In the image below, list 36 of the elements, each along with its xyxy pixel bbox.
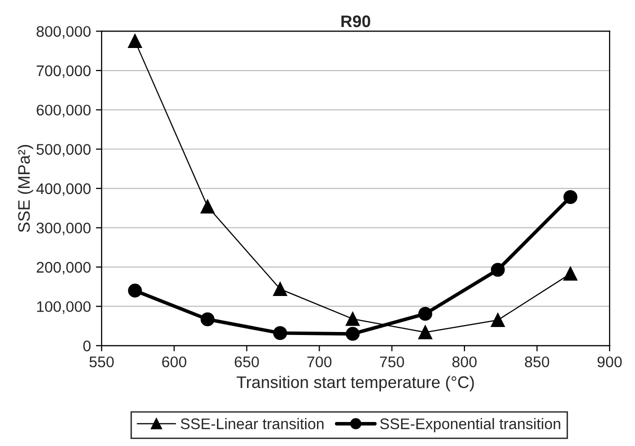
y-tick-label: 200,000 <box>36 262 91 275</box>
point <box>200 312 214 326</box>
y-axis-title: SSE (MPa²) <box>18 145 34 232</box>
x-tick-label: 550 <box>89 356 114 368</box>
x-axis-title: Transition start temperature (°C) <box>236 376 474 392</box>
y-tick-label: 0 <box>83 340 91 352</box>
y-tick-label: 600,000 <box>36 104 91 118</box>
point <box>346 312 360 326</box>
point <box>418 306 432 321</box>
y-tick-label: 100,000 <box>37 301 91 314</box>
point <box>273 326 288 340</box>
point <box>490 262 505 277</box>
point <box>200 200 214 214</box>
point <box>418 325 432 340</box>
y-tick-label: 800,000 <box>36 26 91 39</box>
legend-label: SSE-Linear transition <box>180 418 324 430</box>
point <box>273 282 288 296</box>
y-tick-label: 300,000 <box>36 222 91 236</box>
y-tick-label: 700,000 <box>36 65 91 78</box>
x-tick-label: 750 <box>380 356 404 368</box>
point <box>563 266 578 281</box>
x-tick-label: 800 <box>452 356 477 368</box>
x-tick-label: 900 <box>598 356 622 368</box>
x-tick-label: 850 <box>524 356 550 368</box>
point <box>563 190 578 204</box>
chart-title: R90 <box>341 15 370 28</box>
y-tick-label: 500,000 <box>36 144 91 157</box>
point <box>128 34 142 48</box>
point <box>128 284 142 298</box>
point <box>346 326 360 341</box>
legend-label: SSE-Exponential transition <box>380 418 560 432</box>
y-tick-label: 400,000 <box>36 183 91 196</box>
x-tick-label: 600 <box>162 356 186 368</box>
x-tick-label: 650 <box>234 356 259 368</box>
x-tick-label: 700 <box>307 356 332 368</box>
point <box>490 313 505 328</box>
